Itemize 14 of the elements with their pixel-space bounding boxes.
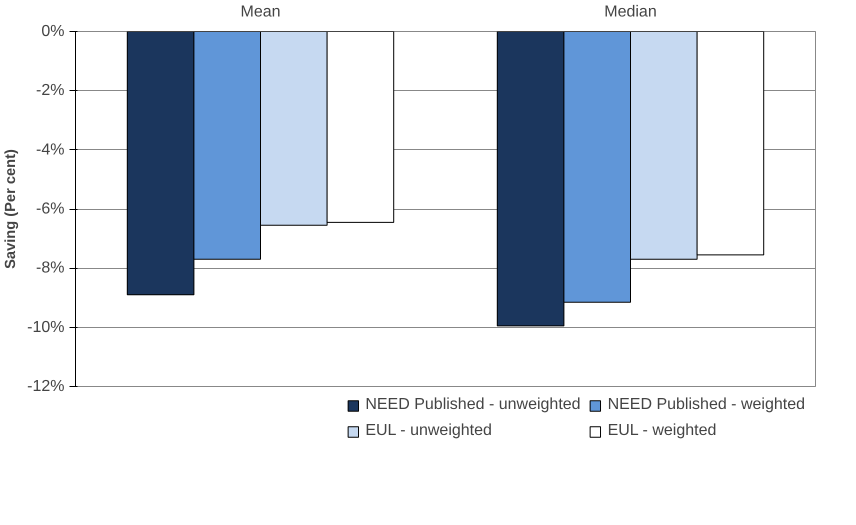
y-tick-label: -4% xyxy=(36,141,64,158)
legend-label: EUL - weighted xyxy=(608,422,716,440)
y-tick-label: -6% xyxy=(36,200,64,218)
legend-label: NEED Published - unweighted xyxy=(365,396,581,414)
y-tick-label: -2% xyxy=(36,82,64,100)
legend-label: EUL - unweighted xyxy=(365,422,492,440)
y-tick-label: -12% xyxy=(27,378,65,395)
y-tick-label: -8% xyxy=(36,260,64,277)
legend-label: NEED Published - weighted xyxy=(608,396,805,414)
y-tick-label: -10% xyxy=(27,318,65,336)
x-tick-label: Mean xyxy=(240,4,281,20)
x-tick-label: Median xyxy=(604,4,657,20)
y-axis-title: Saving (Per cent) xyxy=(3,149,20,269)
y-tick-label: 0% xyxy=(41,23,64,40)
